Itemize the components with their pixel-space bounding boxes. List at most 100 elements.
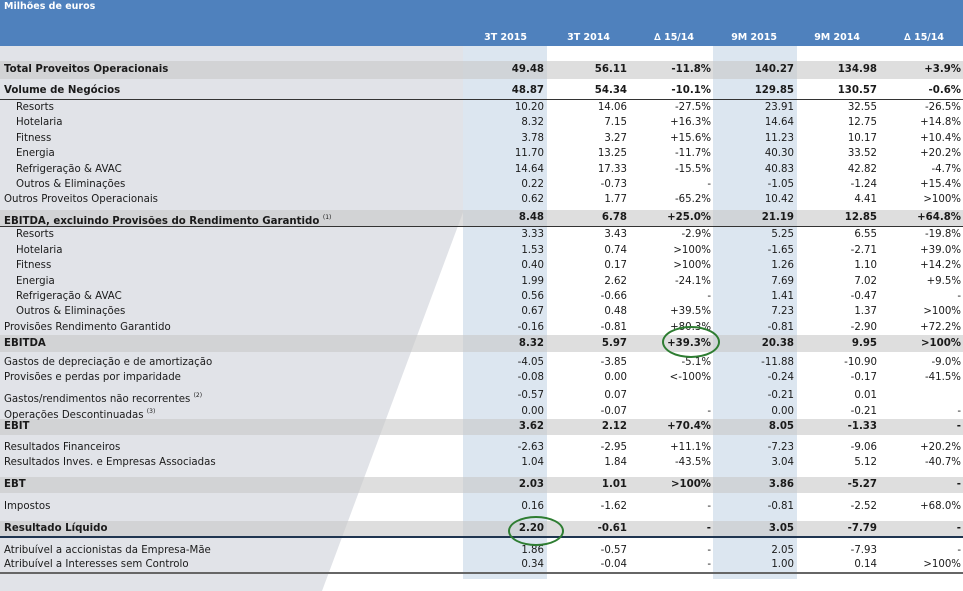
cell: 1.00 [771,559,794,571]
cell: 1.53 [521,244,544,256]
cell: -24.1% [674,275,711,287]
cell: >100% [923,306,961,318]
cell: >100% [670,479,711,491]
cell: 1.26 [771,260,794,272]
cell: -0.21 [767,390,794,402]
cell: -19.8% [924,229,961,241]
cell: 0.00 [771,406,794,418]
cell: +11.1% [670,442,711,454]
cell: 0.40 [521,260,544,272]
cell: >100% [920,338,961,350]
table-row: Outros & Eliminações 0.22 -0.73 - -1.05 … [0,177,963,192]
cell: 6.55 [854,229,877,241]
cell: -0.6% [928,85,961,96]
table-row-volume-negocios: Volume de Negócios 48.87 54.34 -10.1% 12… [0,79,963,100]
cell: +64.8% [917,212,961,224]
cell: 7.02 [854,275,877,287]
cell: 2.05 [771,545,794,557]
row-label: EBIT [4,421,30,433]
table-row: Gastos de depreciação e de amortização -… [0,352,963,370]
cell: 1.37 [854,306,877,318]
cell: -0.21 [850,406,877,418]
row-label: Provisões Rendimento Garantido [4,321,171,333]
table-row-ebitda-excl: EBITDA, excluindo Provisões do Rendiment… [0,210,963,228]
table-row: Fitness 3.78 3.27 +15.6% 11.23 10.17 +10… [0,131,963,146]
table-row: Resorts 3.33 3.43 -2.9% 5.25 6.55 -19.8% [0,227,963,242]
row-label: Resorts [16,229,54,241]
cell: +70.4% [667,421,711,433]
cell: 5.12 [854,457,877,469]
cell: 0.00 [604,372,627,384]
cell: 23.91 [764,102,794,113]
row-label: Fitness [16,132,52,144]
column-header-3t-2014: 3T 2014 [567,32,610,43]
cell: 0.56 [521,290,544,302]
table-row: Impostos 0.16 -1.62 - -0.81 -2.52 +68.0% [0,493,963,521]
cell: 21.19 [761,212,794,224]
cell: -2.71 [850,244,877,256]
row-label-text: Gastos/rendimentos não recorrentes [4,394,191,406]
cell: 13.25 [597,148,627,160]
cell: -11.8% [671,64,711,75]
table-row: Outros Proveitos Operacionais 0.62 1.77 … [0,192,963,210]
cell: -0.57 [600,545,627,557]
cell: -41.5% [924,372,961,384]
table-row-total-proveitos: Total Proveitos Operacionais 49.48 56.11… [0,61,963,79]
cell: - [707,178,711,190]
footnote-marker: (2) [193,392,203,400]
cell: +39.0% [920,244,961,256]
cell: 14.64 [514,163,544,175]
cell: 0.00 [521,406,544,418]
cell: +16.3% [670,117,711,129]
cell: -9.06 [850,442,877,454]
cell: - [706,523,711,535]
cell: 1.77 [604,194,627,206]
cell: 0.16 [521,501,544,513]
table-row: Resultados Financeiros -2.63 -2.95 +11.1… [0,435,963,455]
row-label: Volume de Negócios [4,85,121,96]
cell: >100% [923,194,961,206]
cell: -9.0% [931,357,961,369]
cell: -43.5% [674,457,711,469]
row-label: Resultado Líquido [4,523,108,535]
cell: 6.78 [601,212,627,224]
cell: +14.8% [920,117,961,129]
cell: 1.41 [771,290,794,302]
row-label: Gastos de depreciação e de amortização [4,357,213,369]
cell: -2.63 [517,442,544,454]
cell: -11.7% [674,148,711,160]
row-label: Gastos/rendimentos não recorrentes (2) [4,386,202,409]
table-row: Operações Descontinuadas (3) 0.00 -0.07 … [0,403,963,422]
cell: -0.08 [517,372,544,384]
row-label: Outros Proveitos Operacionais [4,194,158,206]
cell: -0.81 [767,321,794,333]
cell: >100% [673,244,711,256]
cell: 1.86 [521,545,544,557]
cell: -4.05 [517,357,544,369]
cell: 5.25 [771,229,794,241]
row-label: Atribuível a Interesses sem Controlo [4,559,189,571]
cell: -1.05 [767,178,794,190]
footnote-marker: (1) [322,214,332,222]
cell: 20.38 [761,338,794,350]
cell: 12.75 [847,117,877,129]
row-label: EBITDA [4,338,46,350]
row-label: Resultados Inves. e Empresas Associadas [4,457,216,469]
cell: +20.2% [920,148,961,160]
cell: 54.34 [594,85,627,96]
row-label-text: Operações Descontinuadas [4,410,144,422]
cell: 5.97 [601,338,627,350]
cell: -10.90 [844,357,877,369]
cell: -15.5% [674,163,711,175]
cell: - [956,421,961,433]
cell: -1.62 [600,501,627,513]
table-row: Resorts 10.20 14.06 -27.5% 23.91 32.55 -… [0,100,963,115]
column-header-delta-9m: ∆ 15/14 [904,32,944,43]
table-row-resultado-liquido: Resultado Líquido 2.20 -0.61 - 3.05 -7.7… [0,521,963,539]
cell: -0.73 [600,178,627,190]
cell: -0.24 [767,372,794,384]
cell: - [957,406,961,418]
cell: - [707,501,711,513]
cell: -5.1% [681,357,711,369]
row-label: Energia [16,275,55,287]
